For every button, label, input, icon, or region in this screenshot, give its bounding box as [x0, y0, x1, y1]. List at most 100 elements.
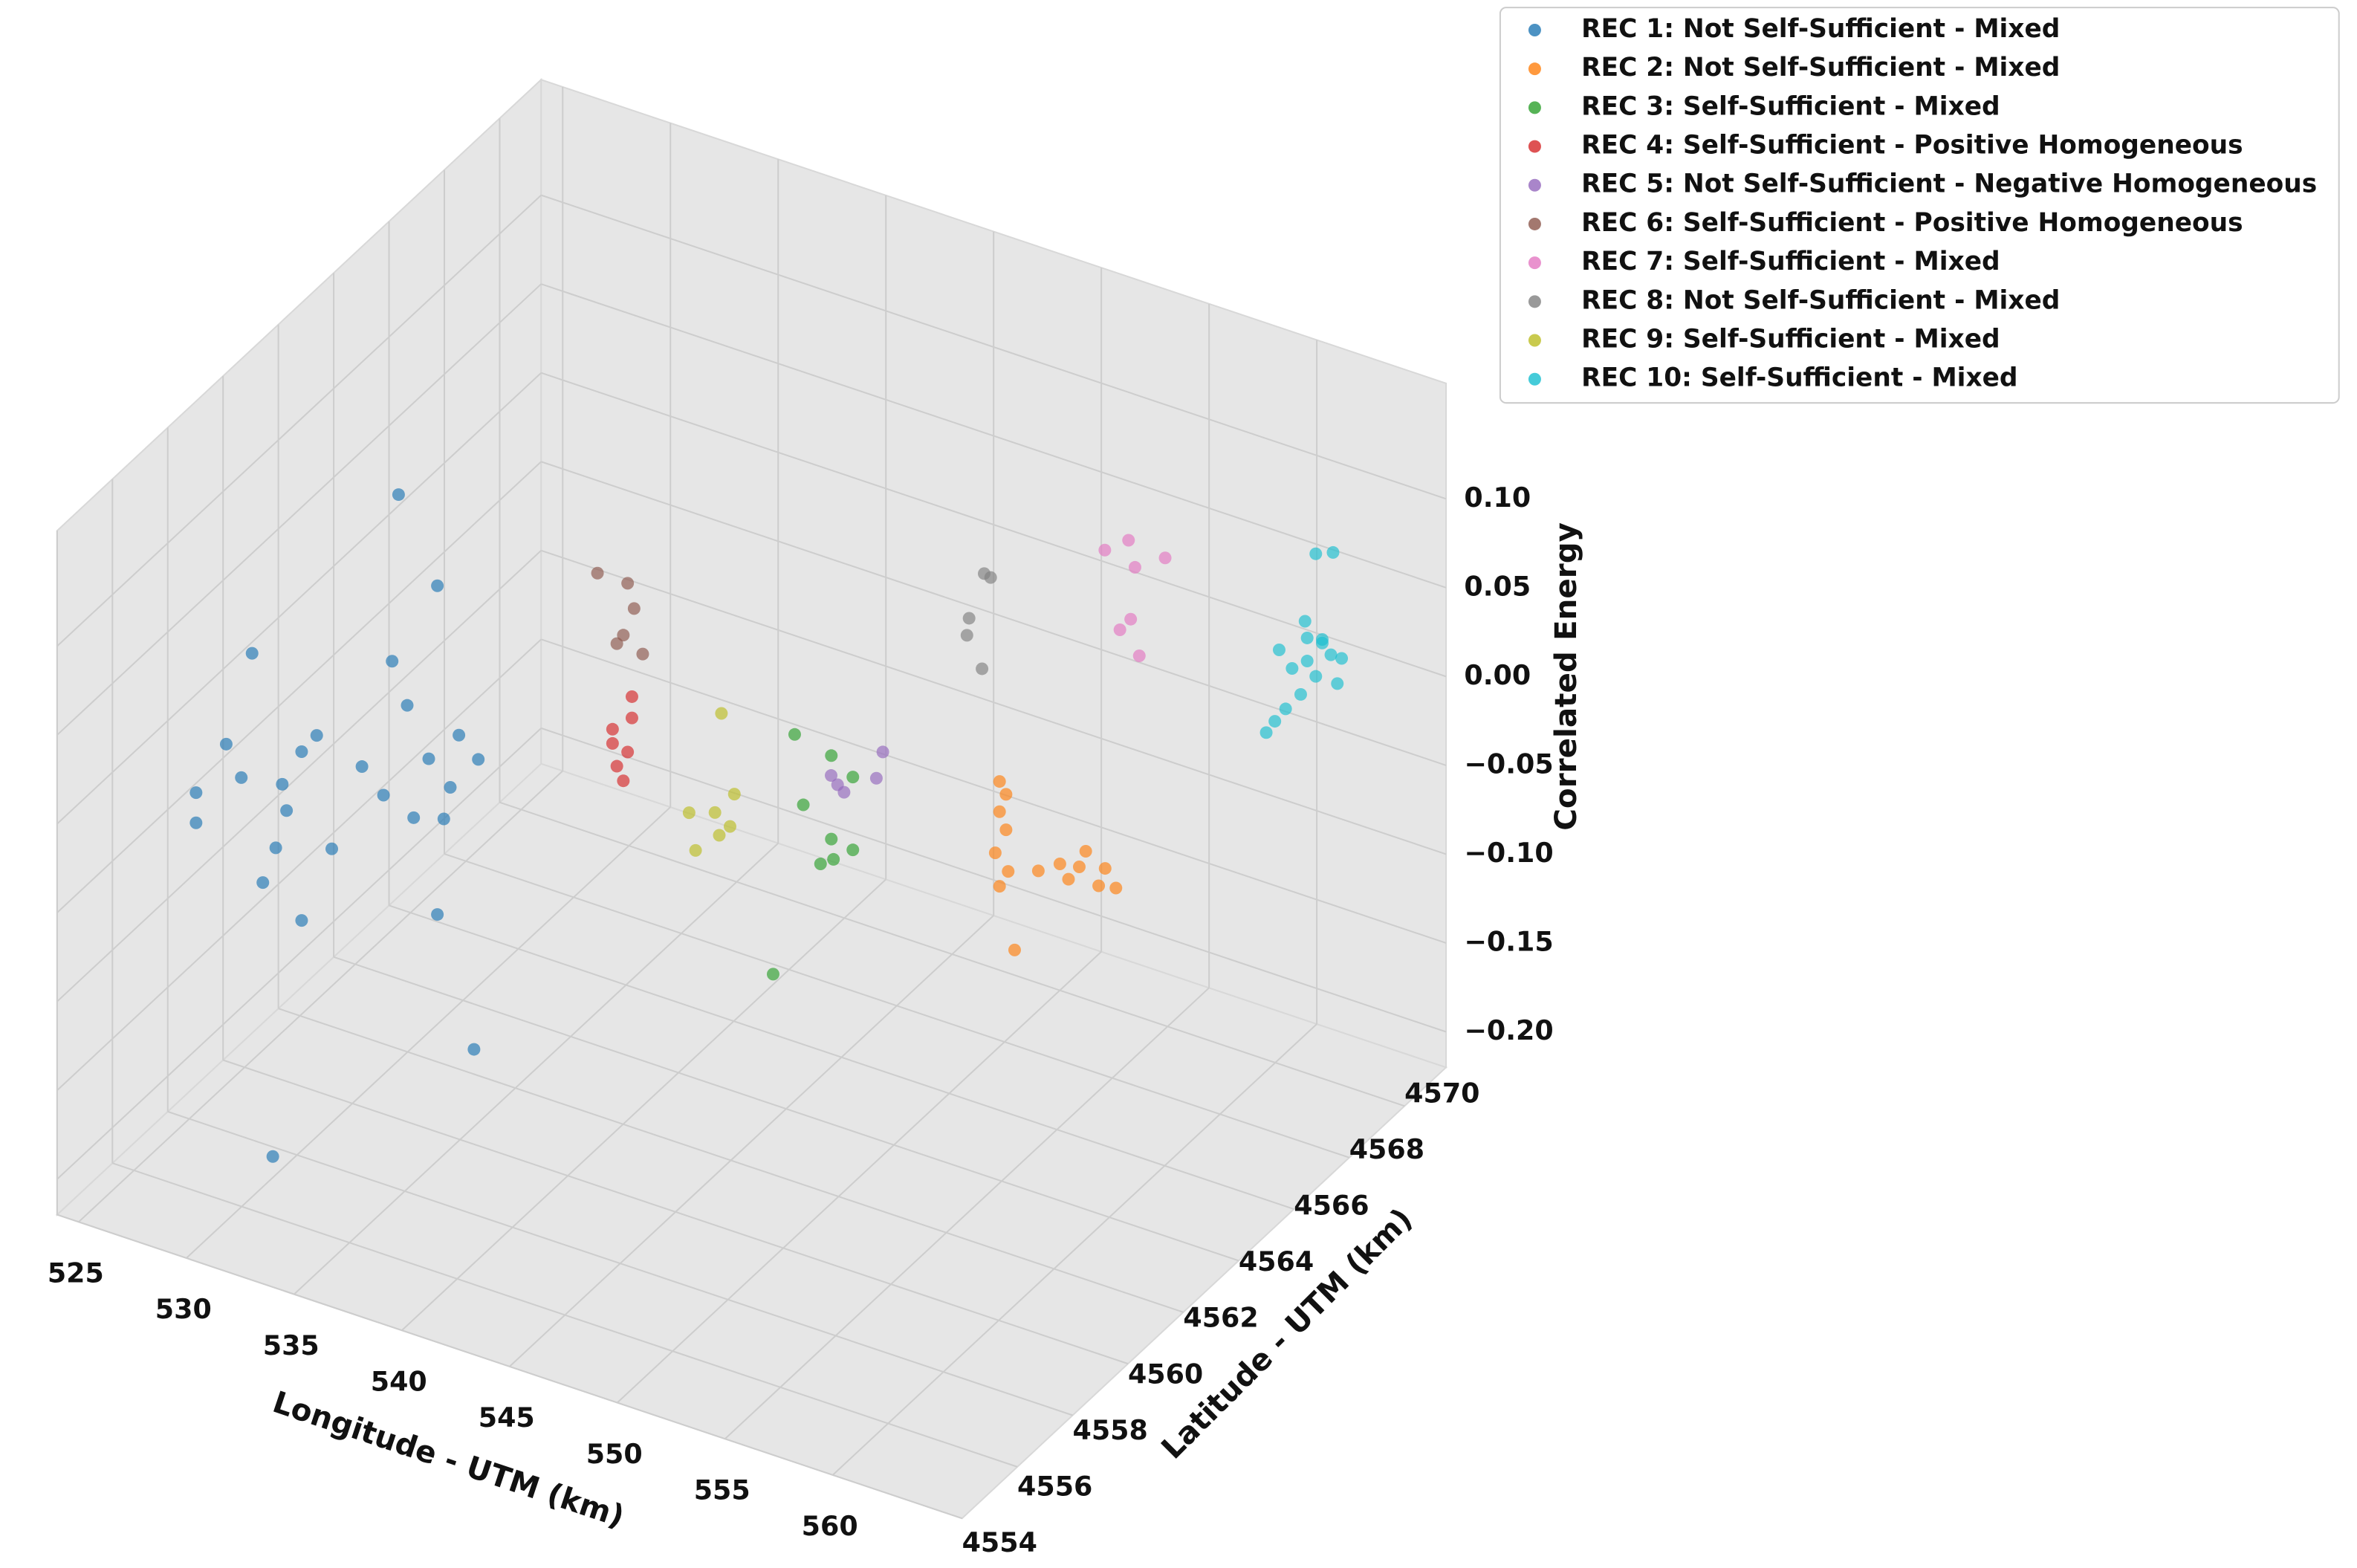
grid-line [333, 956, 1239, 1262]
point [325, 842, 339, 855]
y-tick-label: 4554 [962, 1526, 1037, 1558]
point [636, 647, 649, 661]
point [1298, 615, 1312, 628]
point [1315, 636, 1329, 649]
grid-line [540, 727, 1447, 1033]
grid-line [509, 915, 994, 1367]
grid-line [540, 194, 1447, 500]
legend-marker [1528, 217, 1541, 230]
point [235, 771, 248, 784]
point [401, 699, 414, 712]
point [797, 798, 810, 811]
grid-line [56, 194, 542, 647]
legend-marker [1528, 23, 1541, 36]
legend: REC 1: Not Self-Sufficient - Mixed REC 2:… [1499, 7, 2340, 404]
point [993, 880, 1006, 893]
point [1309, 670, 1323, 683]
grid-line [78, 770, 563, 1223]
point [422, 752, 435, 765]
point [276, 777, 289, 791]
grid-line [56, 728, 542, 1180]
grid-line [540, 372, 1447, 678]
grid-line [540, 283, 1447, 589]
point [189, 816, 203, 829]
point [610, 637, 623, 650]
point [256, 876, 270, 890]
point [392, 488, 405, 502]
point [1122, 534, 1135, 547]
z-tick-label: −0.15 [1464, 925, 1553, 957]
point [999, 788, 1013, 801]
point [814, 858, 827, 871]
grid-line [401, 878, 886, 1331]
legend-label: REC 5: Not Self-Sufficient - Negative Ho… [1581, 169, 2317, 199]
grid-line [389, 904, 1294, 1211]
point [377, 788, 390, 802]
grid-line [832, 1023, 1317, 1476]
point [606, 736, 619, 750]
point [625, 690, 638, 703]
point [988, 846, 1002, 860]
point [219, 737, 233, 751]
x-tick-label: 540 [371, 1366, 427, 1398]
point [1062, 872, 1075, 886]
point [472, 753, 485, 766]
point [621, 577, 635, 590]
y-tick-label: 4570 [1404, 1077, 1479, 1109]
point [625, 711, 638, 725]
y-tick-label: 4564 [1239, 1245, 1314, 1277]
grid-line [167, 1110, 1073, 1416]
point [825, 769, 838, 783]
legend-label: REC 1: Not Self-Sufficient - Mixed [1581, 14, 2060, 44]
point [295, 745, 308, 758]
z-tick-label: −0.05 [1464, 748, 1553, 780]
point [431, 908, 444, 921]
grid-line [56, 550, 542, 1002]
legend-marker [1528, 372, 1541, 386]
point [1072, 860, 1086, 873]
grid-line [56, 283, 542, 736]
point [610, 759, 623, 773]
point [1092, 879, 1106, 892]
point [1002, 865, 1015, 878]
legend-marker [1528, 256, 1541, 270]
point [1098, 862, 1112, 875]
point [269, 841, 282, 855]
legend-marker [1528, 295, 1541, 308]
x-tick-label: 550 [586, 1438, 643, 1470]
point [266, 1150, 279, 1163]
x-tick-label: 545 [479, 1402, 535, 1433]
point [846, 843, 860, 857]
point [1300, 631, 1314, 644]
point [1158, 551, 1172, 565]
point [1326, 545, 1340, 559]
point [1098, 543, 1112, 557]
point [1132, 649, 1146, 663]
grid-line [278, 1008, 1184, 1313]
x-tick-label: 525 [48, 1257, 104, 1289]
point [1109, 881, 1123, 895]
point [189, 786, 203, 800]
grid-line [56, 1214, 963, 1520]
point [467, 1043, 481, 1056]
point [715, 707, 728, 720]
point [837, 785, 851, 799]
point [993, 775, 1006, 788]
point [1279, 702, 1292, 716]
point [1124, 612, 1138, 626]
point [1272, 644, 1286, 656]
point [788, 728, 801, 741]
point [444, 780, 457, 794]
point [627, 602, 641, 615]
point [1300, 655, 1314, 668]
point [825, 749, 838, 762]
point [437, 812, 450, 826]
point [976, 662, 989, 676]
y-tick-label: 4560 [1128, 1358, 1203, 1390]
legend-label: REC 3: Self-Sufficient - Mixed [1581, 91, 2000, 121]
point [999, 823, 1013, 837]
point [310, 729, 323, 742]
point [869, 771, 883, 785]
point [386, 655, 399, 668]
y-tick-label: 4562 [1183, 1302, 1258, 1334]
